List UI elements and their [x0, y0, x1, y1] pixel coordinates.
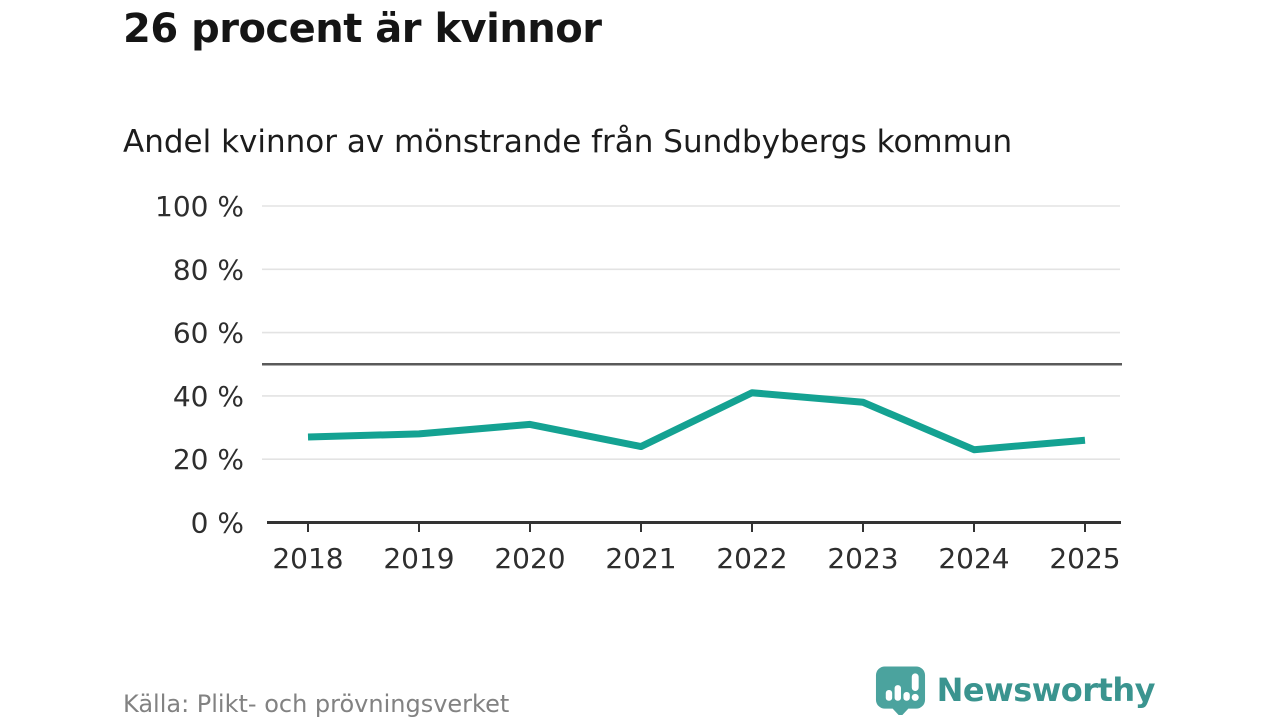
y-axis-tick-label: 20 % [173, 443, 244, 476]
y-axis-tick-label: 100 % [155, 190, 244, 223]
logo-bar-3 [903, 691, 910, 701]
source-note: Källa: Plikt- och prövningsverket [123, 690, 510, 718]
x-axis-tick-label: 2025 [1049, 542, 1120, 575]
x-axis-tick-label: 2019 [383, 542, 454, 575]
logo-exclamation-bar [911, 673, 919, 691]
logo-bar-1 [885, 690, 892, 701]
x-axis-tick-label: 2024 [938, 542, 1009, 575]
newsworthy-logo: Newsworthy [874, 665, 1156, 715]
logo-bar-2 [894, 685, 901, 701]
x-axis-tick-label: 2021 [605, 542, 676, 575]
data-line-andel-kvinnor [307, 389, 1086, 454]
y-axis-tick-label: 0 % [191, 507, 244, 540]
x-axis-tick-label: 2022 [716, 542, 787, 575]
y-axis-tick-label: 80 % [173, 253, 244, 286]
x-axis-tick-label: 2023 [827, 542, 898, 575]
newsworthy-logo-icon [875, 666, 925, 715]
newsworthy-logo-text: Newsworthy [936, 671, 1156, 709]
chart-subtitle: Andel kvinnor av mönstrande från Sundbyb… [123, 124, 1013, 160]
x-axis-tick-label: 2020 [494, 542, 565, 575]
x-axis-tick-label: 2018 [272, 542, 343, 575]
y-axis-tick-label: 40 % [173, 380, 244, 413]
logo-exclamation-dot [911, 693, 919, 701]
chart-title: 26 procent är kvinnor [123, 6, 602, 52]
y-axis-tick-label: 60 % [173, 317, 244, 350]
